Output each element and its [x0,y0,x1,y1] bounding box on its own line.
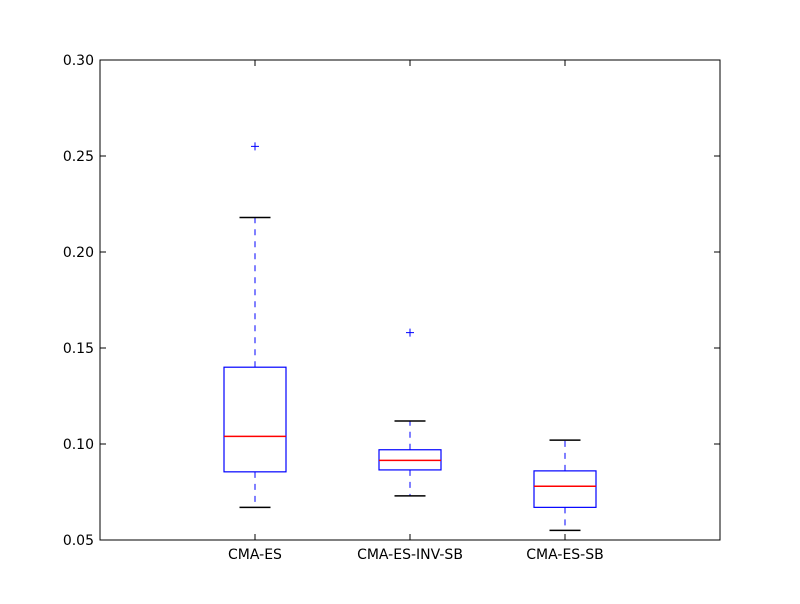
x-tick-label: CMA-ES-SB [526,547,603,563]
plot-frame [99,59,721,541]
y-tick-label: 0.15 [63,341,94,357]
box-iqr [533,470,597,508]
y-tick-label: 0.05 [63,533,94,549]
y-tick-label: 0.25 [63,149,94,165]
y-tick-label: 0.30 [63,53,94,69]
flier-marker [406,328,414,337]
flier-marker [251,142,259,151]
x-tick-label: CMA-ES [228,547,282,563]
plot-layer: 0.05 0.10 0.15 0.20 0.25 0.30 CMA-ES CMA-ES-INV… [63,53,720,563]
y-tick-label: 0.20 [63,245,94,261]
y-tick-label: 0.10 [63,437,94,453]
box-iqr [223,366,287,473]
x-tick-label: CMA-ES-INV-SB [357,547,463,563]
